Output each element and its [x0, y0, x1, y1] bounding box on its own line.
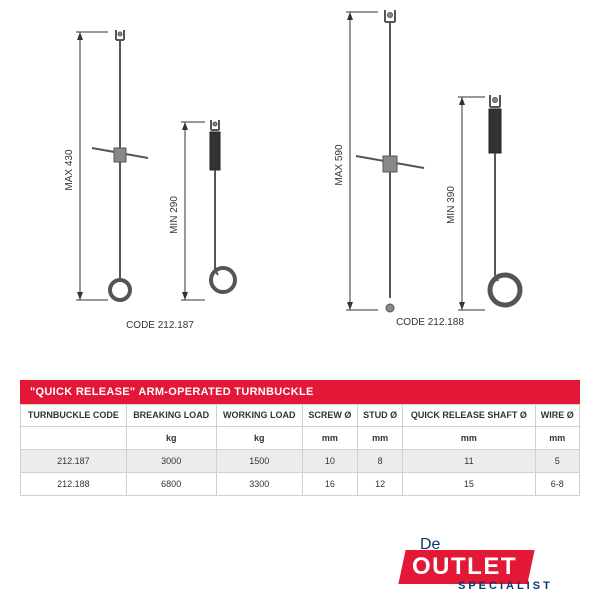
col-working: WORKING LOAD: [216, 405, 302, 427]
diagrams-area: MAX 430 MIN 290 CODE 212.187: [0, 0, 600, 365]
col-screw: SCREW Ø: [302, 405, 357, 427]
table-row: 212.187 3000 1500 10 8 11 5: [21, 449, 580, 472]
logo-main: OUTLET: [398, 550, 534, 584]
table-header-row: TURNBUCKLE CODE BREAKING LOAD WORKING LO…: [21, 405, 580, 427]
spec-table: "QUICK RELEASE" ARM-OPERATED TURNBUCKLE …: [20, 380, 580, 496]
outlet-logo: De OUTLET SPECIALIST: [402, 536, 592, 592]
diagram-left: MAX 430 MIN 290 CODE 212.187: [40, 20, 280, 340]
turnbuckle-table: TURNBUCKLE CODE BREAKING LOAD WORKING LO…: [20, 404, 580, 496]
dim-min-left: MIN 290: [169, 196, 180, 234]
col-wire: WIRE Ø: [535, 405, 579, 427]
col-code: TURNBUCKLE CODE: [21, 405, 127, 427]
code-label-left: CODE 212.187: [100, 320, 220, 331]
table-title: "QUICK RELEASE" ARM-OPERATED TURNBUCKLE: [20, 380, 580, 404]
code-label-right: CODE 212.188: [370, 317, 490, 328]
col-shaft: QUICK RELEASE SHAFT Ø: [403, 405, 535, 427]
dim-max-right: MAX 590: [334, 144, 345, 186]
dim-max-left: MAX 430: [64, 149, 75, 191]
table-row: 212.188 6800 3300 16 12 15 6-8: [21, 472, 580, 495]
col-breaking: BREAKING LOAD: [126, 405, 216, 427]
dim-min-right: MIN 390: [446, 186, 457, 224]
diagram-right: MAX 590 MIN 390 CODE 212.188: [310, 5, 570, 335]
logo-sub: SPECIALIST: [458, 580, 553, 592]
col-stud: STUD Ø: [357, 405, 402, 427]
unit-row: kg kg mm mm mm mm: [21, 426, 580, 449]
